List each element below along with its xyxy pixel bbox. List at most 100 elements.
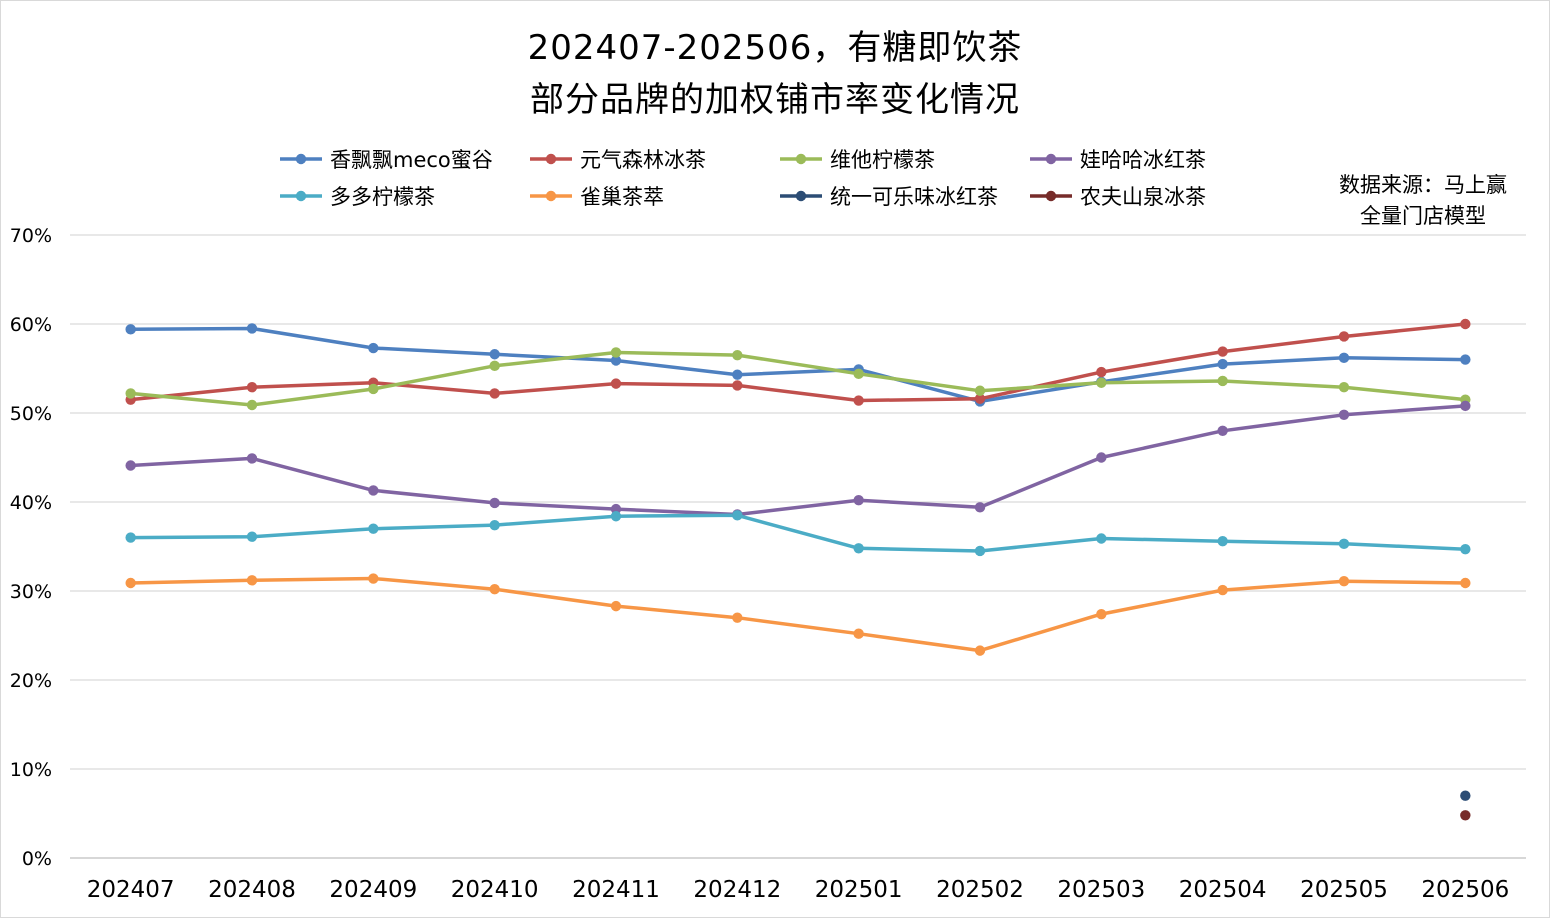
legend-label: 元气森林冰茶 [580,148,706,172]
x-tick-label: 202501 [815,877,903,903]
x-tick-label: 202503 [1057,877,1145,903]
data-source-line-1: 数据来源：马上赢 [1339,173,1507,197]
x-tick-label: 202409 [329,877,417,903]
data-point [1338,538,1350,550]
legend-label: 雀巢茶萃 [580,185,664,209]
data-point [368,485,379,496]
y-tick-label: 20% [10,670,52,692]
data-point [246,575,258,586]
series-points [125,318,1471,821]
data-point [246,453,258,464]
x-tick-label: 202407 [87,877,175,903]
series-line [128,576,1468,653]
x-tick-label: 202505 [1300,877,1388,903]
x-tick-label: 202411 [572,877,660,903]
data-point [1460,354,1471,365]
legend-label: 多多柠檬茶 [330,185,435,209]
legend-label: 维他柠檬茶 [830,148,935,172]
data-point [732,369,743,380]
data-point [1460,318,1471,330]
series-line [128,326,1468,404]
data-point [125,460,136,471]
legend-item: 多多柠檬茶 [280,185,435,209]
legend-item: 香飘飘meco蜜谷 [280,148,493,172]
data-point [246,323,258,334]
chart-title-line-2: 部分品牌的加权铺市率变化情况 [530,80,1020,120]
data-point [246,381,258,393]
data-point [610,511,622,522]
data-point [125,324,136,335]
x-tick-label: 202412 [693,877,781,903]
data-point [853,628,864,639]
y-tick-label: 10% [10,759,52,781]
legend-item: 娃哈哈冰红茶 [1030,148,1206,172]
legend-label: 娃哈哈冰红茶 [1080,148,1206,172]
series-line [128,350,1468,407]
chart-title: 202407-202506，有糖即饮茶 部分品牌的加权铺市率变化情况 [0,22,1550,126]
chart-title-line-1: 202407-202506，有糖即饮茶 [527,28,1023,68]
data-point [1338,576,1350,587]
legend-label: 香飘飘meco蜜谷 [330,148,493,172]
data-point [974,545,986,557]
data-point [974,385,986,396]
x-tick-label: 202506 [1421,877,1509,903]
data-point [246,531,258,542]
legend-swatch-marker [795,190,807,202]
data-source-line-2: 全量门店模型 [1360,204,1486,228]
data-point [1096,533,1107,544]
data-point [974,393,986,404]
data-point [489,497,500,509]
legend-item: 统一可乐味冰红茶 [780,185,998,209]
data-point [610,378,622,389]
data-point [1217,358,1228,370]
data-point [246,399,258,411]
y-tick-label: 30% [10,581,52,603]
y-tick-label: 0% [22,848,52,870]
x-tick-label: 202502 [936,877,1024,903]
data-point [1096,366,1107,378]
data-point [1096,377,1107,388]
legend-label: 统一可乐味冰红茶 [830,185,998,209]
data-point [974,502,986,513]
data-point [1217,535,1228,547]
data-source-note: 数据来源：马上赢 全量门店模型 [1318,170,1528,232]
data-point [125,388,136,399]
data-point [1217,346,1228,357]
x-tick-label: 202408 [208,877,296,903]
legend-swatch-marker [295,190,307,202]
data-point [1338,409,1350,420]
series-line [128,404,1468,517]
data-point [1338,331,1350,342]
data-point [732,612,743,623]
data-point [1460,577,1471,589]
data-point [489,584,500,595]
data-point [610,355,622,366]
data-point [732,380,743,391]
data-point [610,600,622,612]
gridlines [70,234,1526,859]
y-tick-label: 70% [10,225,52,247]
data-point [1338,381,1350,393]
data-point [1096,608,1107,620]
data-point [368,342,379,354]
legend-swatch-marker [1045,190,1057,202]
x-tick-label: 202410 [451,877,539,903]
data-point [853,395,864,406]
legend-item: 维他柠檬茶 [780,148,935,172]
data-point [732,349,743,361]
data-point [610,347,622,358]
legend-item: 农夫山泉冰茶 [1030,185,1206,209]
legend-swatch-marker [295,153,307,165]
data-point [489,388,500,399]
legend-item: 元气森林冰茶 [530,148,706,172]
legend-label: 农夫山泉冰茶 [1080,185,1206,209]
y-tick-label: 40% [10,492,52,514]
series-line [128,513,1468,553]
data-point [853,368,864,380]
data-point [853,495,864,506]
y-tick-label: 60% [10,314,52,336]
data-point [1217,375,1228,387]
data-point [1096,452,1107,463]
